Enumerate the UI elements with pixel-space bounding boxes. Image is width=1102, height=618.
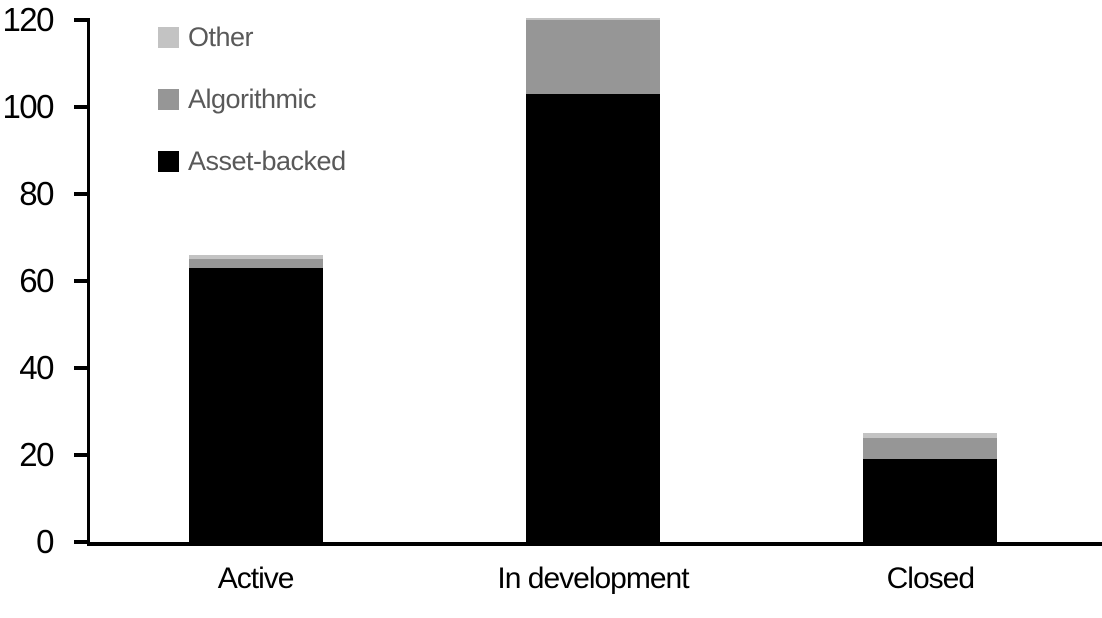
legend-label: Algorithmic (188, 84, 317, 114)
legend-item-other: Other (158, 22, 346, 52)
bar-segment-asset-backed (188, 267, 323, 542)
legend-swatch (158, 27, 179, 48)
legend-item-asset-backed: Asset-backed (158, 146, 346, 176)
legend: Other Algorithmic Asset-backed (158, 22, 346, 213)
y-tick-label: 120 (2, 1, 54, 38)
bar-segment-other (526, 17, 660, 20)
y-tick-label: 40 (19, 349, 54, 386)
y-tick-label: 80 (19, 175, 54, 212)
y-tick-label: 20 (19, 436, 54, 473)
bar-segment-other (863, 433, 998, 438)
x-category-label: In development (497, 562, 689, 595)
bar-segment-asset-backed (526, 93, 660, 542)
y-tick-mark (74, 192, 87, 196)
bar-segment-algorithmic (526, 20, 660, 94)
x-category-label: Active (217, 562, 295, 595)
legend-item-algorithmic: Algorithmic (158, 84, 346, 114)
bar-segment-algorithmic (863, 437, 998, 460)
bar-segment-other (188, 254, 323, 260)
y-tick-mark (74, 453, 87, 457)
y-tick-label: 0 (36, 523, 54, 560)
legend-swatch (158, 151, 179, 172)
y-tick-mark (74, 18, 87, 22)
y-tick-mark (74, 540, 87, 544)
legend-label: Asset-backed (188, 146, 346, 176)
legend-swatch (158, 89, 179, 110)
y-tick-label: 100 (2, 88, 54, 125)
bar-segment-asset-backed (863, 459, 998, 542)
bar-segment-algorithmic (188, 259, 323, 268)
x-axis-line (87, 542, 1102, 546)
y-tick-mark (74, 279, 87, 283)
x-category-label: Closed (886, 562, 975, 595)
legend-label: Other (188, 22, 254, 52)
y-tick-label: 60 (19, 262, 54, 299)
y-axis-line (87, 18, 90, 546)
y-tick-mark (74, 105, 87, 109)
y-tick-mark (74, 366, 87, 370)
